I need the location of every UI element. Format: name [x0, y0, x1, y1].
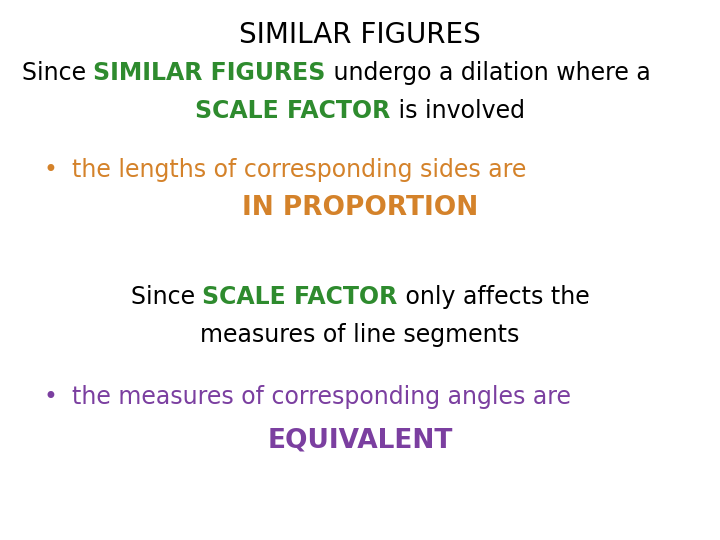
Text: undergo a dilation where a: undergo a dilation where a	[325, 61, 650, 85]
Text: Since: Since	[22, 61, 93, 85]
Text: is involved: is involved	[391, 99, 525, 123]
Text: the measures of corresponding angles are: the measures of corresponding angles are	[57, 385, 571, 409]
Text: measures of line segments: measures of line segments	[200, 323, 520, 347]
Text: SIMILAR FIGURES: SIMILAR FIGURES	[239, 21, 481, 49]
Text: only affects the: only affects the	[397, 285, 589, 309]
Text: SCALE FACTOR: SCALE FACTOR	[202, 285, 397, 309]
Text: SIMILAR FIGURES: SIMILAR FIGURES	[93, 61, 325, 85]
Text: Since: Since	[131, 285, 202, 309]
Text: •: •	[43, 385, 57, 409]
Text: IN PROPORTION: IN PROPORTION	[242, 195, 478, 221]
Text: •: •	[43, 158, 57, 182]
Text: the lengths of corresponding sides are: the lengths of corresponding sides are	[57, 158, 526, 182]
Text: EQUIVALENT: EQUIVALENT	[267, 427, 453, 453]
Text: SCALE FACTOR: SCALE FACTOR	[195, 99, 391, 123]
